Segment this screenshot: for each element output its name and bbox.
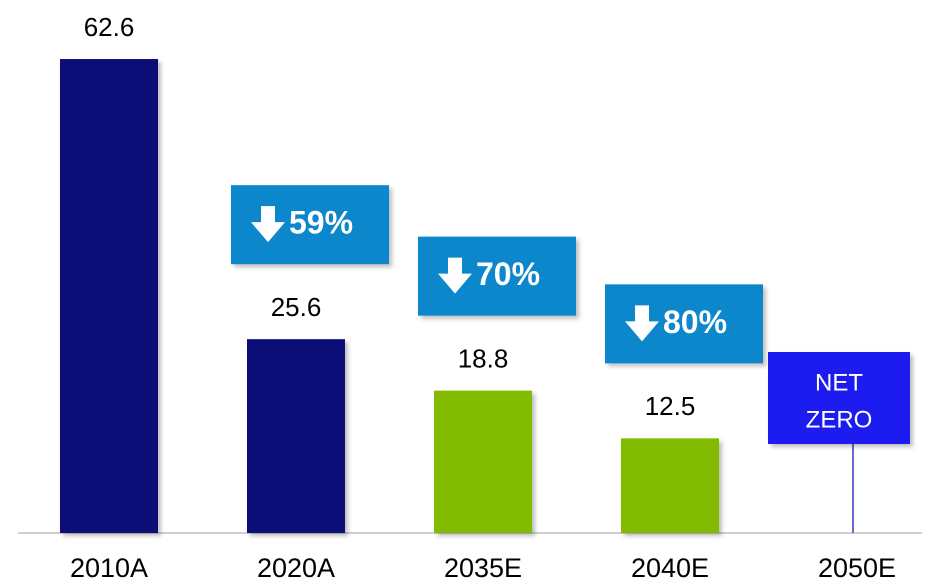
x-tick-label: 2040E: [631, 553, 709, 583]
x-tick-label: 2020A: [257, 553, 335, 583]
bar: [434, 390, 532, 533]
down-arrow-icon: [625, 305, 659, 342]
x-tick-label: 2010A: [70, 553, 148, 583]
target-text: ZERO: [806, 406, 873, 433]
callout-text: 80%: [663, 304, 727, 340]
down-arrow-icon: [438, 257, 472, 294]
value-label: 12.5: [645, 391, 696, 421]
callout-text: 70%: [476, 256, 540, 292]
bar: [247, 339, 345, 533]
value-label: 25.6: [271, 292, 322, 322]
x-tick-label: 2035E: [444, 553, 522, 583]
value-label: 18.8: [458, 344, 509, 374]
callout-text: 59%: [289, 205, 353, 241]
bar: [621, 438, 719, 533]
target-text: NET: [815, 369, 863, 396]
down-arrow-icon: [251, 206, 285, 243]
x-tick-label: 2050E: [818, 553, 896, 583]
value-label: 62.6: [84, 12, 135, 42]
bar: [60, 59, 158, 534]
target-box: [768, 352, 910, 444]
